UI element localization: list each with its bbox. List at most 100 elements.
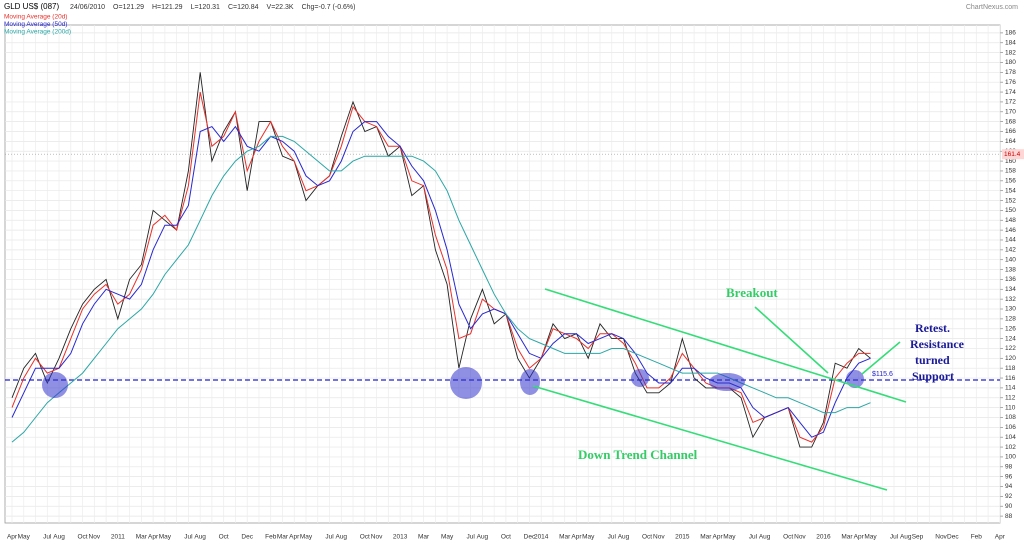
x-tick-label: Nov xyxy=(89,534,101,541)
legend-entry: Moving Average (50d) xyxy=(4,21,67,28)
last-box xyxy=(1002,149,1024,160)
x-tick-label: Nov xyxy=(371,534,383,541)
y-tick-label: 170 xyxy=(1005,108,1016,115)
header-field: V=22.3K xyxy=(267,4,294,11)
channel-upper xyxy=(544,288,907,403)
x-tick-label: May xyxy=(582,534,595,541)
x-tick-label: Mar xyxy=(277,534,289,541)
annotation: Resistance xyxy=(910,337,965,351)
x-tick-label: Apr xyxy=(571,534,582,541)
x-tick-label: Apr xyxy=(995,534,1006,541)
x-tick-label: Aug xyxy=(335,534,347,541)
header-field: O=121.29 xyxy=(113,4,144,11)
x-tick-label: Jul xyxy=(890,534,899,541)
x-tick-label: Aug xyxy=(194,534,206,541)
legend: Moving Average (20d)Moving Average (50d)… xyxy=(4,14,71,36)
x-tick-label: Dec xyxy=(947,534,959,541)
y-tick-label: 104 xyxy=(1005,434,1016,441)
x-tick-label: Jul xyxy=(43,534,52,541)
y-tick-label: 110 xyxy=(1005,404,1016,411)
highlights xyxy=(42,367,864,399)
x-tick-label: Oct xyxy=(219,534,229,541)
x-tick-label: Jul xyxy=(184,534,193,541)
x-tick-label: Mar xyxy=(136,534,148,541)
y-tick-label: 106 xyxy=(1005,424,1016,431)
annotation: Retest. xyxy=(915,321,950,335)
x-tick-label: Mar xyxy=(841,534,853,541)
x-tick-label: Apr xyxy=(148,534,159,541)
y-tick-label: 92 xyxy=(1005,493,1013,500)
chart-title: GLD US$ (087) xyxy=(4,2,59,11)
x-tick-label: Aug xyxy=(759,534,771,541)
y-tick-label: 108 xyxy=(1005,414,1016,421)
x-tick-label: Oct xyxy=(783,534,793,541)
last-label: 161.4 xyxy=(1004,151,1021,158)
channel-lower xyxy=(532,385,888,491)
x-tick-label: Apr xyxy=(7,534,18,541)
x-tick-label: Oct xyxy=(77,534,87,541)
y-tick-label: 88 xyxy=(1005,513,1013,520)
x-tick-label: 2016 xyxy=(816,534,831,541)
x-tick-label: Dec xyxy=(241,534,253,541)
x-tick-label: Apr xyxy=(289,534,300,541)
x-tick-label: Oct xyxy=(642,534,652,541)
y-tick-label: 172 xyxy=(1005,99,1016,106)
x-tick-label: May xyxy=(18,534,31,541)
y-tick-label: 116 xyxy=(1005,375,1016,382)
source: ChartNexus.com xyxy=(966,4,1018,11)
y-tick-label: 176 xyxy=(1005,79,1016,86)
annotation: Support xyxy=(912,369,954,383)
y-tick-label: 118 xyxy=(1005,365,1016,372)
legend-entry: Moving Average (200d) xyxy=(4,29,71,36)
header: 24/06/2010 O=121.29 H=121.29 L=120.31 C=120.… xyxy=(70,4,355,11)
header-field: 24/06/2010 xyxy=(70,4,105,11)
annotation: turned xyxy=(915,353,950,367)
y-tick-label: 158 xyxy=(1005,168,1016,175)
x-tick-label: 2014 xyxy=(534,534,549,541)
highlight xyxy=(520,369,540,395)
x-tick-label: Nov xyxy=(653,534,665,541)
y-tick-label: 168 xyxy=(1005,118,1016,125)
y-tick-label: 124 xyxy=(1005,335,1016,342)
x-tick-label: 2015 xyxy=(675,534,690,541)
annotation: Down Trend Channel xyxy=(578,447,698,462)
arrow xyxy=(754,306,829,374)
x-tick-label: Aug xyxy=(53,534,65,541)
y-tick-label: 100 xyxy=(1005,454,1016,461)
y-tick-label: 122 xyxy=(1005,345,1016,352)
header-field: Chg=-0.7 (-0.6%) xyxy=(302,4,356,11)
annotation: Breakout xyxy=(726,285,778,300)
y-tick-label: 90 xyxy=(1005,503,1013,510)
y-tick-label: 182 xyxy=(1005,49,1016,56)
header-field: L=120.31 xyxy=(191,4,220,11)
y-tick-label: 150 xyxy=(1005,207,1016,214)
y-tick-label: 178 xyxy=(1005,69,1016,76)
x-tick-label: Jul xyxy=(608,534,617,541)
x-tick-label: Aug xyxy=(477,534,489,541)
x-tick-label: Oct xyxy=(360,534,370,541)
support-label: $115.6 xyxy=(872,371,893,378)
y-tick-label: 156 xyxy=(1005,178,1016,185)
y-tick-label: 102 xyxy=(1005,444,1016,451)
y-tick-label: 120 xyxy=(1005,355,1016,362)
y-tick-label: 144 xyxy=(1005,237,1016,244)
legend-entry: Moving Average (20d) xyxy=(4,14,67,21)
y-tick-label: 136 xyxy=(1005,276,1016,283)
y-tick-label: 166 xyxy=(1005,128,1016,135)
x-tick-label: Aug xyxy=(900,534,912,541)
y-tick-label: 94 xyxy=(1005,483,1013,490)
x-tick-label: May xyxy=(300,534,313,541)
highlight xyxy=(450,367,482,399)
y-tick-label: 114 xyxy=(1005,385,1016,392)
x-tick-label: May xyxy=(864,534,877,541)
y-tick-label: 174 xyxy=(1005,89,1016,96)
channel xyxy=(532,288,907,491)
highlight xyxy=(846,370,864,388)
x-tick-label: Aug xyxy=(618,534,630,541)
x-tick-label: 2011 xyxy=(111,534,125,541)
header-field: H=121.29 xyxy=(152,4,183,11)
x-tick-label: 2013 xyxy=(393,534,408,541)
x-tick-label: Nov xyxy=(794,534,806,541)
